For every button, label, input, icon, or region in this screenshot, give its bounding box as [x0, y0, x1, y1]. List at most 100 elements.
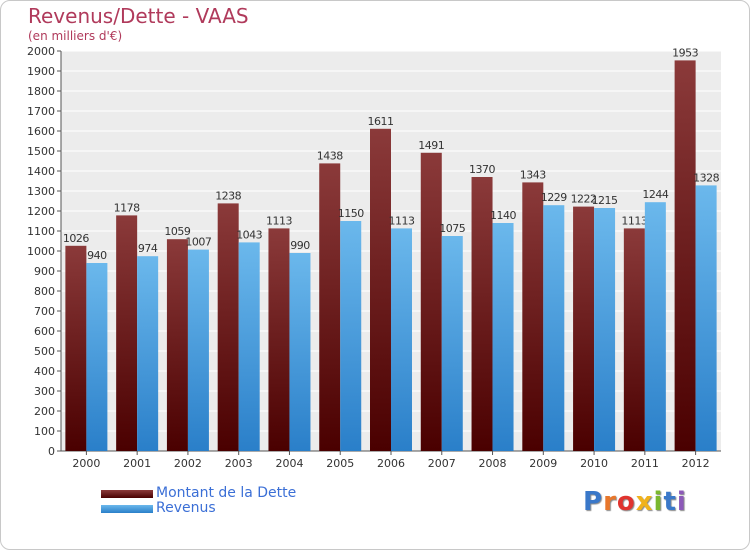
y-tick-label: 700	[34, 305, 55, 318]
x-tick-label: 2012	[682, 457, 710, 470]
proxiti-logo: Proxiti	[583, 487, 687, 517]
data-label-debt: 1238	[215, 189, 241, 202]
y-tick-label: 1800	[27, 85, 55, 98]
bar-debt	[217, 203, 239, 451]
y-tick-label: 1500	[27, 145, 55, 158]
x-tick-label: 2007	[428, 457, 456, 470]
logo-letter: t	[663, 487, 677, 517]
data-label-debt: 1438	[317, 149, 343, 162]
bar-revenue	[340, 221, 362, 451]
data-label-debt: 1059	[164, 225, 190, 238]
x-tick-label: 2011	[631, 457, 659, 470]
y-tick-label: 1000	[27, 245, 55, 258]
y-tick-label: 1200	[27, 205, 55, 218]
data-label-revenue: 1140	[490, 209, 516, 222]
data-label-debt: 1178	[114, 201, 140, 214]
y-tick-label: 1600	[27, 125, 55, 138]
x-tick-label: 2010	[580, 457, 608, 470]
bar-revenue	[644, 202, 666, 451]
data-label-revenue: 1113	[389, 214, 415, 227]
legend-swatch-revenue	[101, 505, 153, 513]
bar-revenue	[391, 228, 412, 451]
data-label-debt: 1343	[520, 168, 546, 181]
x-tick-label: 2000	[72, 457, 100, 470]
data-label-debt: 1026	[63, 232, 89, 245]
y-tick-label: 1400	[27, 165, 55, 178]
bar-revenue	[238, 242, 260, 451]
data-label-revenue: 990	[290, 239, 310, 252]
y-tick-label: 1100	[27, 225, 55, 238]
y-tick-label: 800	[34, 285, 55, 298]
x-tick-label: 2009	[529, 457, 557, 470]
y-tick-label: 600	[34, 325, 55, 338]
y-tick-label: 500	[34, 345, 55, 358]
bar-debt	[471, 177, 493, 451]
data-label-debt: 1113	[621, 214, 647, 227]
bar-revenue	[543, 205, 565, 451]
data-label-debt: 1953	[672, 46, 698, 59]
bar-debt	[370, 128, 391, 452]
y-tick-label: 2000	[27, 45, 55, 58]
legend-label-revenue: Revenus	[156, 500, 216, 516]
x-tick-label: 2003	[225, 457, 253, 470]
data-label-debt: 1611	[368, 115, 394, 128]
x-tick-label: 2002	[174, 457, 202, 470]
data-label-revenue: 1075	[439, 222, 465, 235]
bar-debt	[319, 163, 341, 451]
data-label-debt: 1370	[469, 163, 495, 176]
bar-debt	[623, 228, 645, 451]
data-label-revenue: 1043	[236, 228, 262, 241]
bar-revenue	[594, 208, 616, 451]
data-label-revenue: 1244	[642, 188, 668, 201]
bar-debt	[674, 60, 696, 452]
logo-letter: i	[676, 487, 687, 517]
bar-debt	[573, 206, 595, 451]
x-tick-label: 2005	[326, 457, 354, 470]
y-tick-label: 300	[34, 385, 55, 398]
logo-letter: i	[653, 487, 664, 517]
y-tick-label: 200	[34, 405, 55, 418]
data-label-revenue: 1215	[592, 194, 618, 207]
data-label-revenue: 940	[87, 249, 107, 262]
y-tick-label: 1900	[27, 65, 55, 78]
bar-debt	[166, 239, 188, 451]
chart-title: Revenus/Dette - VAAS	[28, 4, 249, 28]
y-tick-label: 400	[34, 365, 55, 378]
bar-revenue	[289, 253, 311, 451]
data-label-revenue: 1007	[185, 236, 211, 249]
legend-label-debt: Montant de la Dette	[156, 485, 297, 501]
bar-revenue	[492, 223, 514, 451]
y-tick-label: 100	[34, 425, 55, 438]
x-tick-label: 2004	[275, 457, 303, 470]
legend-swatch-debt	[101, 490, 153, 498]
bar-revenue	[137, 256, 159, 451]
y-tick-label: 900	[34, 265, 55, 278]
y-tick-label: 1700	[27, 105, 55, 118]
bar-revenue	[695, 185, 717, 451]
data-label-revenue: 974	[138, 242, 158, 255]
logo-letter: r	[603, 487, 617, 517]
data-label-debt: 1491	[418, 139, 444, 152]
bar-debt	[522, 182, 544, 451]
chart-subtitle: (en milliers d'€)	[28, 29, 123, 43]
y-tick-label: 0	[48, 445, 55, 458]
bar-debt	[420, 152, 442, 452]
x-tick-label: 2001	[123, 457, 151, 470]
x-tick-label: 2006	[377, 457, 405, 470]
data-label-revenue: 1328	[693, 171, 719, 184]
bar-revenue	[441, 236, 463, 451]
y-tick-label: 1300	[27, 185, 55, 198]
bar-debt	[116, 215, 138, 451]
logo-letter: x	[635, 487, 654, 517]
bar-revenue	[187, 249, 209, 451]
data-label-debt: 1113	[266, 214, 292, 227]
logo-letter: o	[616, 487, 636, 517]
bar-debt	[268, 228, 290, 451]
logo-letter: P	[583, 487, 604, 517]
bar-debt	[65, 245, 87, 451]
x-tick-label: 2008	[479, 457, 507, 470]
data-label-revenue: 1229	[541, 191, 567, 204]
data-label-debt: 1222	[571, 193, 597, 206]
